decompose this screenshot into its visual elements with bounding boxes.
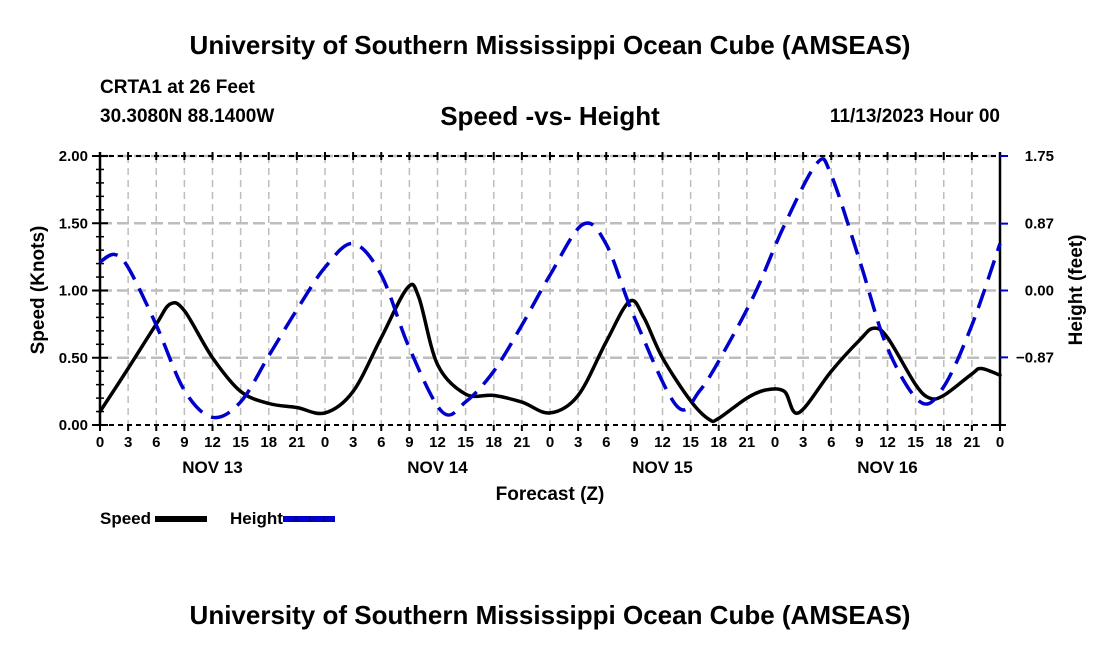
y-axis-label: Speed (Knots) xyxy=(28,226,49,355)
x-tick-label: 0 xyxy=(771,434,779,451)
x-tick-label: 18 xyxy=(710,434,727,451)
series-line-speed xyxy=(98,282,1002,424)
x-tick-label: 9 xyxy=(405,434,413,451)
x-tick-label: 18 xyxy=(935,434,952,451)
y-tick-label: 1.00 xyxy=(59,283,88,300)
x-tick-label: 0 xyxy=(96,434,104,451)
x-tick-label: 15 xyxy=(232,434,249,451)
x-tick-label: 9 xyxy=(630,434,638,451)
x-tick-label: 6 xyxy=(152,434,160,451)
x-tick-label: 21 xyxy=(964,434,981,451)
x-tick-label: 0 xyxy=(996,434,1004,451)
x-tick-label: 18 xyxy=(260,434,277,451)
x-tick-label: 12 xyxy=(429,434,446,451)
x-tick-label: 15 xyxy=(907,434,924,451)
x-tick-label: 21 xyxy=(739,434,756,451)
date-label: NOV 14 xyxy=(407,458,468,477)
legend-height-swatch xyxy=(282,516,335,522)
y-tick-label: 0.50 xyxy=(59,350,88,367)
x-axis-label: Forecast (Z) xyxy=(496,484,605,505)
date-label: NOV 15 xyxy=(632,458,692,477)
date-label: NOV 13 xyxy=(182,458,242,477)
x-tick-label: 18 xyxy=(485,434,502,451)
x-tick-label: 12 xyxy=(879,434,896,451)
footer-title: University of Southern Mississippi Ocean… xyxy=(189,600,911,630)
series xyxy=(98,157,1002,424)
x-tick-label: 3 xyxy=(574,434,582,451)
x-tick-label: 6 xyxy=(602,434,610,451)
y2-axis-label: Height (feet) xyxy=(1066,235,1087,346)
legend-speed: Speed xyxy=(100,509,208,529)
main-title: University of Southern Mississippi Ocean… xyxy=(189,30,911,60)
legend-speed-label: Speed xyxy=(100,509,152,528)
y-tick-label: 2.00 xyxy=(59,148,88,165)
x-tick-label: 12 xyxy=(654,434,671,451)
x-tick-label: 0 xyxy=(321,434,329,451)
x-tick-label: 15 xyxy=(682,434,699,451)
legend-speed-swatch xyxy=(155,516,208,522)
grid xyxy=(100,154,1000,425)
date-time-label: 11/13/2023 Hour 00 xyxy=(829,106,1000,127)
y2-tick-label: 0.87 xyxy=(1025,216,1054,233)
x-tick-label: 0 xyxy=(546,434,554,451)
axes: 0 3 6 9 12 15 18 21 0 3 6 9 12 15 18 21 0 3 6 9 12 15 18 21 0 3 6 9… xyxy=(59,148,1054,477)
series-line-height xyxy=(99,157,1002,420)
x-tick-label: 6 xyxy=(827,434,835,451)
y-tick-label: 0.00 xyxy=(59,417,88,434)
x-tick-label: 3 xyxy=(349,434,357,451)
coordinates-label: 30.3080N 88.1400W xyxy=(100,106,275,127)
x-tick-label: 9 xyxy=(180,434,188,451)
y2-tick-label: 1.75 xyxy=(1025,148,1054,165)
x-tick-label: 3 xyxy=(799,434,807,451)
y2-tick-label: 0.00 xyxy=(1025,283,1054,300)
chart-subtitle: Speed -vs- Height xyxy=(440,101,660,131)
x-tick-label: 9 xyxy=(855,434,863,451)
x-tick-label: 21 xyxy=(514,434,531,451)
x-tick-label: 12 xyxy=(204,434,221,451)
x-tick-label: 3 xyxy=(124,434,132,451)
legend-height-label: Height xyxy=(230,509,283,528)
date-label: NOV 16 xyxy=(857,458,917,477)
station-label: CRTA1 at 26 Feet xyxy=(100,77,255,98)
y-tick-label: 1.50 xyxy=(59,215,88,232)
x-tick-label: 15 xyxy=(457,434,474,451)
legend-height: Height xyxy=(230,509,335,529)
x-tick-label: 6 xyxy=(377,434,385,451)
y2-tick-label: −0.87 xyxy=(1016,349,1054,366)
x-tick-label: 21 xyxy=(289,434,306,451)
